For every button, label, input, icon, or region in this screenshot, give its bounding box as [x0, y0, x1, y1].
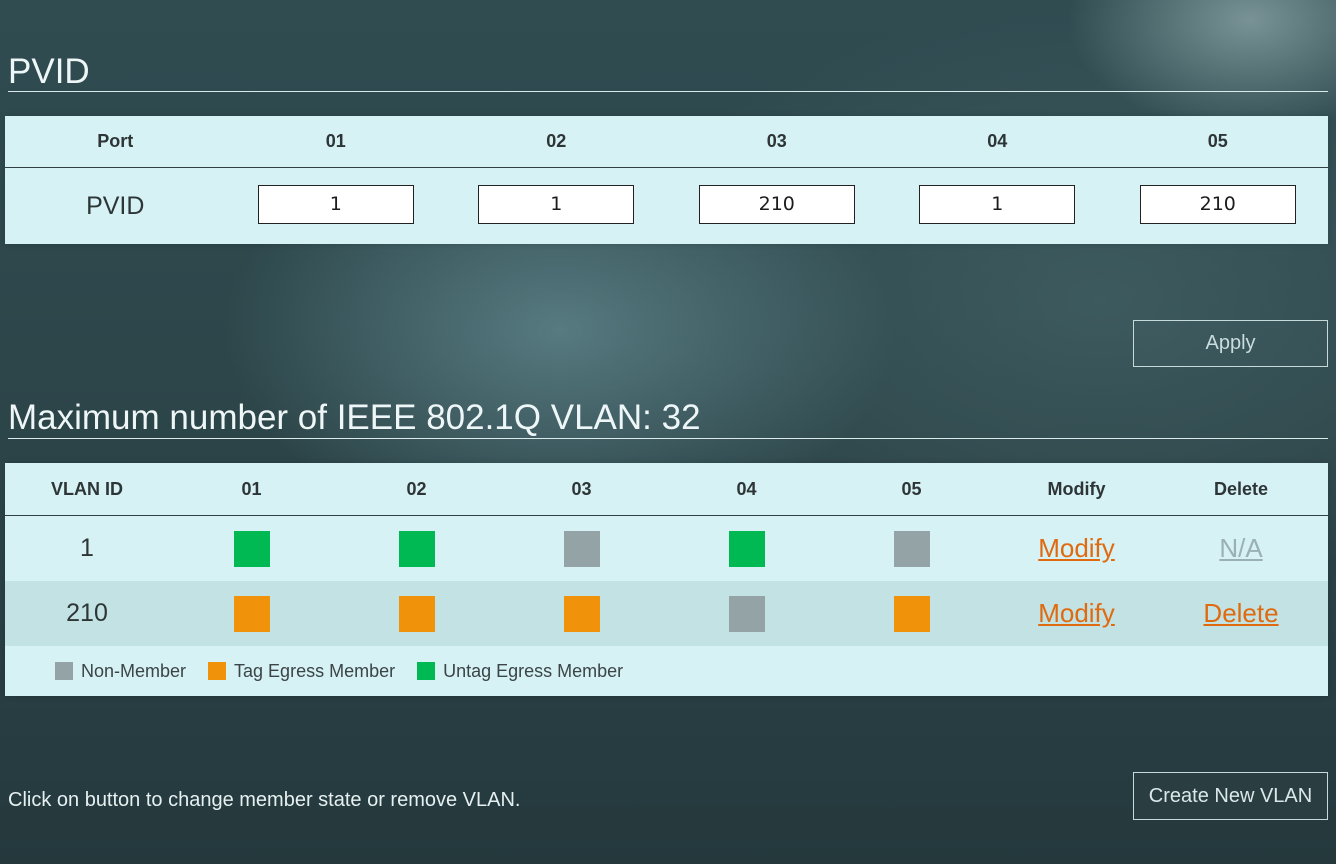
port-03-header: 03 [766, 131, 787, 151]
member-cell-port-02 [334, 581, 499, 646]
vlan-header-row: VLAN ID 01 02 03 04 05 Modify Delete [5, 463, 1328, 516]
vlan-id-value: 210 [66, 599, 108, 627]
legend-non-member: Non-Member [55, 661, 186, 682]
member-cell-port-04 [664, 581, 829, 646]
member-cell-port-02 [334, 516, 499, 581]
vlan-table: VLAN ID 01 02 03 04 05 Modify Delete 1 M… [5, 463, 1328, 696]
non-member-square[interactable] [893, 530, 930, 567]
member-cell-port-01 [169, 516, 334, 581]
delete-header: Delete [1213, 478, 1269, 499]
untag-egress-square[interactable] [728, 530, 765, 567]
delete-cell: N/A [1159, 516, 1323, 581]
port-header: Port [97, 131, 134, 151]
member-cell-port-05 [829, 516, 994, 581]
delete-cell: Delete [1159, 581, 1323, 646]
non-member-swatch [55, 662, 73, 680]
legend-tag-egress: Tag Egress Member [208, 661, 395, 682]
legend-untag-egress-label: Untag Egress Member [443, 660, 624, 681]
pvid-input-port-04[interactable] [919, 184, 1076, 224]
pvid-value-row: PVID [5, 168, 1328, 244]
untag-egress-square[interactable] [398, 530, 435, 567]
pvid-header-row: Port 01 02 03 04 05 [5, 116, 1328, 168]
modify-header: Modify [1047, 478, 1106, 499]
vlan-port-02-header: 02 [406, 478, 427, 499]
vlan-row-210: 210 Modify Delete [5, 581, 1328, 646]
legend-untag-egress: Untag Egress Member [417, 661, 623, 682]
vlan-id-header: VLAN ID [51, 478, 123, 499]
pvid-cell-01 [226, 184, 447, 224]
tag-egress-square[interactable] [893, 595, 930, 632]
pvid-input-port-01[interactable] [257, 184, 414, 224]
vlan-title-divider [8, 438, 1328, 439]
create-new-vlan-button[interactable]: Create New VLAN [1133, 772, 1328, 820]
vlan-port-03-header: 03 [571, 478, 592, 499]
modify-link[interactable]: Modify [1038, 533, 1115, 563]
member-cell-port-03 [499, 516, 664, 581]
tag-egress-square[interactable] [233, 595, 270, 632]
legend-tag-egress-label: Tag Egress Member [234, 660, 396, 681]
delete-link-disabled: N/A [1219, 533, 1263, 563]
pvid-cell-04 [887, 184, 1108, 224]
modify-cell: Modify [994, 581, 1159, 646]
vlan-port-04-header: 04 [736, 478, 757, 499]
pvid-input-port-05[interactable] [1139, 184, 1296, 224]
member-legend: Non-Member Tag Egress Member Untag Egres… [55, 651, 645, 691]
vlan-id-value: 1 [80, 534, 94, 562]
legend-non-member-label: Non-Member [81, 660, 187, 681]
port-04-header: 04 [987, 131, 1008, 151]
port-05-header: 05 [1207, 131, 1228, 151]
pvid-row-label: PVID [86, 191, 145, 220]
non-member-square[interactable] [728, 595, 765, 632]
member-cell-port-04 [664, 516, 829, 581]
tag-egress-square[interactable] [563, 595, 600, 632]
help-text: Click on button to change member state o… [8, 789, 521, 811]
untag-egress-swatch [417, 662, 436, 680]
vlan-section-title: Maximum number of IEEE 802.1Q VLAN: 32 [8, 398, 701, 437]
member-cell-port-03 [499, 581, 664, 646]
tag-egress-square[interactable] [398, 595, 435, 632]
pvid-title-divider [8, 91, 1328, 92]
pvid-section-title: PVID [8, 52, 90, 91]
vlan-port-01-header: 01 [241, 478, 262, 499]
member-cell-port-01 [169, 581, 334, 646]
non-member-square[interactable] [563, 530, 600, 567]
modify-cell: Modify [994, 516, 1159, 581]
pvid-table: Port 01 02 03 04 05 PVID [5, 116, 1328, 244]
vlan-row-1: 1 Modify N/A [5, 516, 1328, 581]
tag-egress-swatch [208, 662, 227, 680]
vlan-port-05-header: 05 [901, 478, 922, 499]
pvid-input-port-02[interactable] [478, 184, 635, 224]
apply-button[interactable]: Apply [1133, 320, 1328, 367]
pvid-cell-05 [1108, 184, 1329, 224]
pvid-cell-03 [667, 184, 888, 224]
member-cell-port-05 [829, 581, 994, 646]
delete-link[interactable]: Delete [1203, 598, 1279, 628]
pvid-input-port-03[interactable] [698, 184, 855, 224]
modify-link[interactable]: Modify [1038, 598, 1115, 628]
port-02-header: 02 [546, 131, 567, 151]
untag-egress-square[interactable] [233, 530, 270, 567]
port-01-header: 01 [325, 131, 346, 151]
pvid-cell-02 [446, 184, 667, 224]
